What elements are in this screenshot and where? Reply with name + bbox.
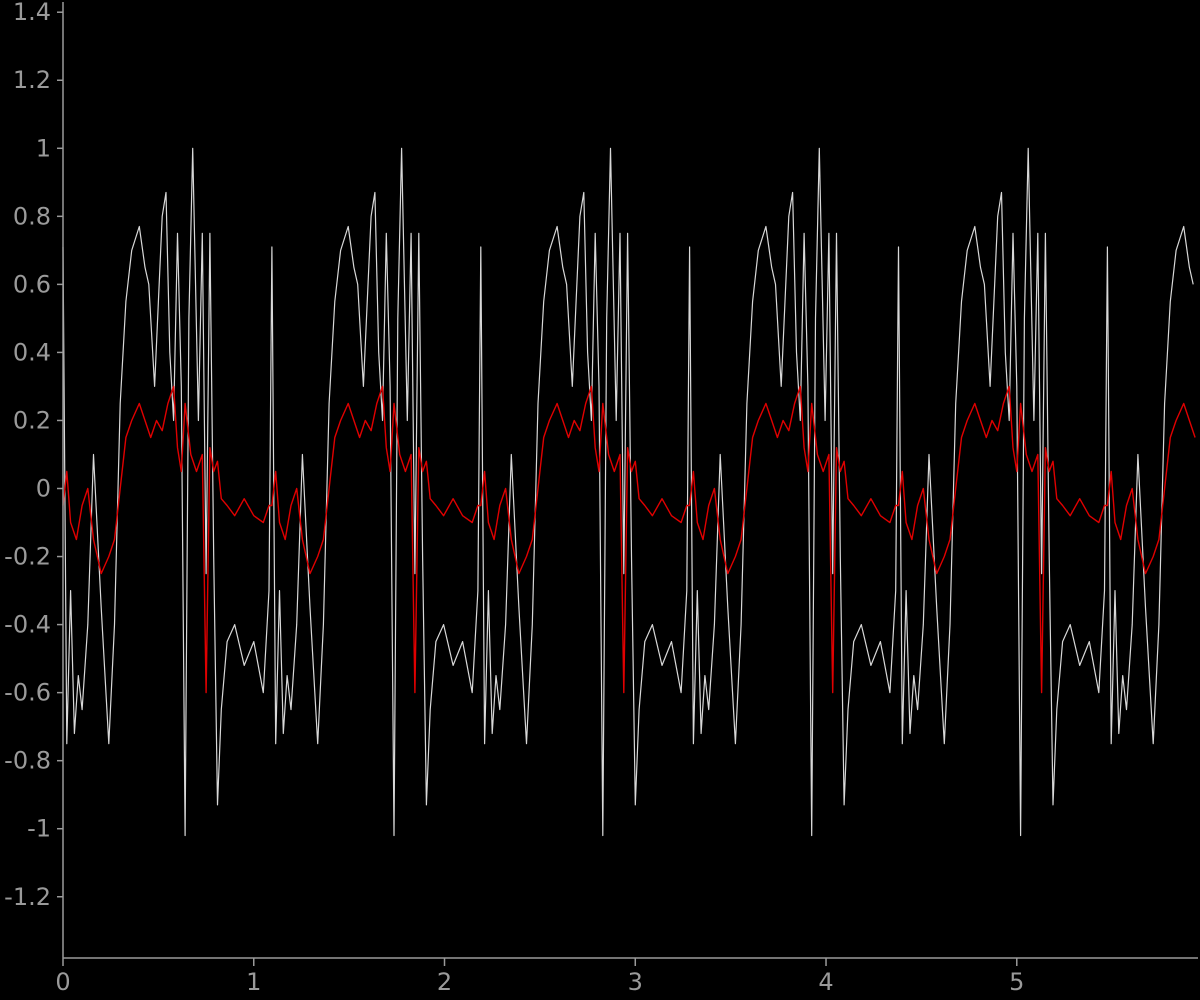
x-tick-label: 4: [818, 968, 833, 996]
y-tick-label: 0.4: [13, 338, 51, 366]
series-layer: [62, 147, 1196, 837]
axes-layer: -1.2 -1 -0.8 -0.6 -0.4 -0.2 0 0.2 0.4 0.6 0.8 1 1.2 1…: [4, 0, 1198, 996]
y-tick-label: 1: [36, 134, 51, 162]
x-tick-label: 1: [246, 968, 261, 996]
filtered-signal-line: [62, 385, 1196, 694]
y-tick-label: -0.6: [4, 679, 51, 707]
y-tick-label: 1.2: [13, 66, 51, 94]
x-tick-label: 5: [1009, 968, 1024, 996]
y-tick-label: -1: [27, 815, 51, 843]
y-tick-label: 0.8: [13, 202, 51, 230]
y-tick-label: -0.4: [4, 611, 51, 639]
x-tick-label: 0: [55, 968, 70, 996]
raw-signal-line: [62, 147, 1194, 837]
x-tick-label: 3: [628, 968, 643, 996]
y-tick-label: -0.2: [4, 543, 51, 571]
y-tick-label: 0: [36, 475, 51, 503]
y-tick-label: -1.2: [4, 883, 51, 911]
y-tick-label: 1.4: [13, 0, 51, 26]
x-tick-label: 2: [437, 968, 452, 996]
y-tick-label: -0.8: [4, 747, 51, 775]
y-tick-label: 0.6: [13, 270, 51, 298]
y-tick-label: 0.2: [13, 406, 51, 434]
